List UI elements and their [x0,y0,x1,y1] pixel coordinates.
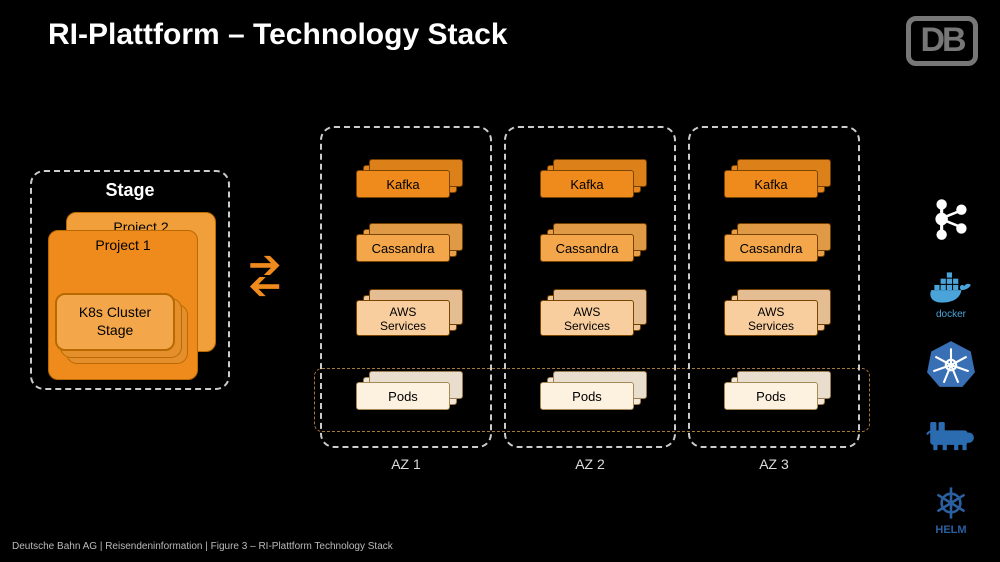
az-group-1: KafkaCassandraAWSServicesPodsAZ 1 [320,126,492,448]
project-1-label: Project 1 [49,237,197,253]
project-1-card: Project 1 K8s Cluster Stage [48,230,198,380]
az-label-2: AZ 2 [506,456,674,472]
aws-services-card: AWSServices [540,300,634,336]
kafka-card: Kafka [356,170,450,198]
kafka-card: Kafka [540,170,634,198]
docker-label: docker [936,309,966,320]
helm-icon: HELM [925,478,977,536]
stage-container: Stage Project 2 Project 1 K8s Cluster St… [30,170,230,390]
az-group-3: KafkaCassandraAWSServicesPodsAZ 3 [688,126,860,448]
k8s-cluster-card: K8s Cluster Stage [55,293,175,351]
project-stack: Project 2 Project 1 K8s Cluster Stage [48,212,216,380]
kafka-icon [925,192,977,244]
k8s-label-line1: K8s Cluster [57,303,173,321]
aws-services-card: AWSServices [724,300,818,336]
pods-card: Pods [540,382,634,410]
db-logo: DB [906,16,978,66]
az-label-3: AZ 3 [690,456,858,472]
pods-card: Pods [724,382,818,410]
docker-icon: docker [925,262,977,320]
k8s-label-line2: Stage [57,321,173,339]
aws-services-card: AWSServices [356,300,450,336]
swap-arrows-icon: ➔➔ [242,256,302,306]
page-title: RI-Plattform – Technology Stack [48,18,508,52]
footer-text: Deutsche Bahn AG | Reisendeninformation … [12,541,393,552]
pods-card: Pods [356,382,450,410]
az-label-1: AZ 1 [322,456,490,472]
cassandra-card: Cassandra [724,234,818,262]
helm-label: HELM [935,524,966,536]
stage-title: Stage [32,180,228,201]
kubernetes-icon [925,338,977,390]
tech-icons-column: docker HELM [920,192,982,536]
az-group-2: KafkaCassandraAWSServicesPodsAZ 2 [504,126,676,448]
cassandra-card: Cassandra [356,234,450,262]
cassandra-card: Cassandra [540,234,634,262]
rancher-icon [925,408,977,460]
kafka-card: Kafka [724,170,818,198]
